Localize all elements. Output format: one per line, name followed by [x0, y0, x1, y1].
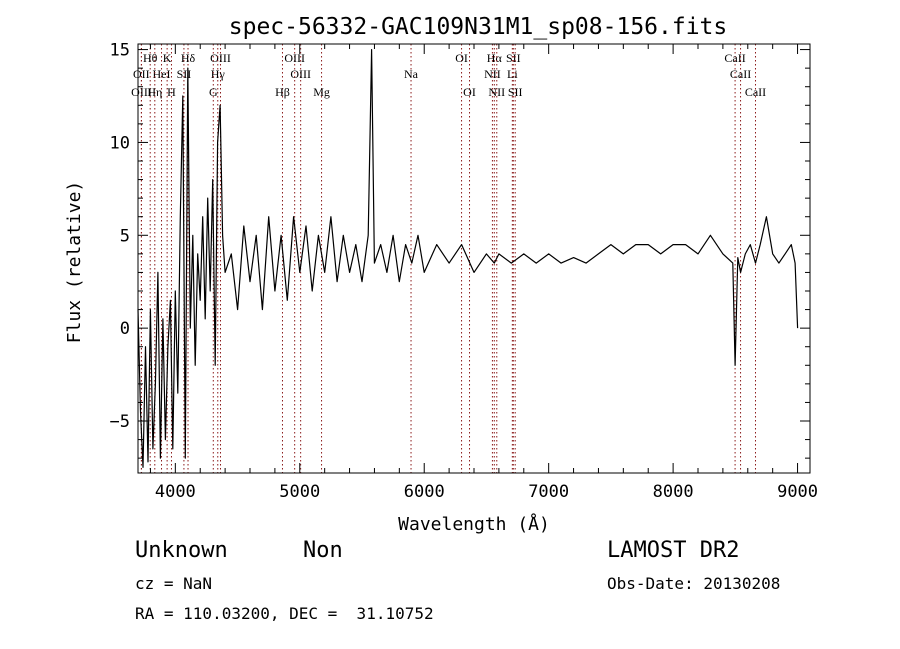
plot-frame [137, 43, 811, 474]
x-axis: 4000 5000 6000 7000 8000 9000 [149, 44, 818, 502]
x-tick-label: 4000 [155, 482, 196, 502]
redshift-text: cz = NaN [135, 574, 213, 593]
line-marker-label: K [163, 51, 172, 65]
spectral-subclass: Non [303, 538, 343, 563]
spectrum-line [137, 48, 799, 468]
line-marker-label: Mg [313, 85, 330, 99]
line-marker-label: OI [455, 51, 468, 65]
line-marker-label: HeI [153, 67, 171, 81]
line-marker-label: Hα [487, 51, 503, 65]
line-marker-label: Na [404, 67, 419, 81]
x-tick-label: 8000 [653, 482, 694, 502]
line-marker-label: OIII [210, 51, 231, 65]
line-marker-label: Hγ [211, 67, 226, 81]
survey-name: LAMOST DR2 [607, 538, 740, 563]
line-marker-label: G [209, 85, 218, 99]
coordinates-text: RA = 110.03200, DEC = 31.10752 [135, 604, 434, 623]
line-marker-label: SII [508, 85, 523, 99]
line-marker-label: OI [463, 85, 476, 99]
line-marker-label: CaII [730, 67, 751, 81]
line-marker-label: Li [507, 67, 518, 81]
line-marker-label: OIII [290, 67, 311, 81]
line-marker-label: OII [133, 67, 150, 81]
x-axis-label: Wavelength (Å) [398, 513, 550, 535]
line-marker-label: SII [177, 67, 192, 81]
line-marker-label: SII [506, 51, 521, 65]
x-tick-label: 6000 [404, 482, 445, 502]
line-marker-label: NII [484, 67, 501, 81]
chart-title: spec-56332-GAC109N31M1_sp08-156.fits [229, 14, 728, 40]
x-tick-label: 5000 [279, 482, 320, 502]
spectrum-series [137, 48, 799, 468]
x-tick-label: 7000 [528, 482, 569, 502]
y-axis-label: Flux (relative) [64, 181, 85, 344]
line-marker-label: H [167, 85, 176, 99]
observation-date: Obs-Date: 20130208 [607, 574, 781, 593]
line-marker-label: NII [488, 85, 505, 99]
line-marker-label: Hδ [181, 51, 196, 65]
y-tick-label: 15 [110, 41, 130, 61]
x-tick-label: 9000 [777, 482, 818, 502]
y-tick-label: 10 [110, 133, 130, 153]
line-marker-label: Hθ [143, 51, 158, 65]
line-marker-label: OIII [131, 85, 152, 99]
y-axis: −5 0 5 10 15 [110, 41, 810, 459]
line-marker-label: CaII [745, 85, 766, 99]
y-tick-label: 0 [120, 319, 130, 339]
line-marker-label: Hη [147, 85, 162, 99]
line-marker-label: OIII [284, 51, 305, 65]
line-marker-label: CaII [724, 51, 745, 65]
line-marker-label: Hβ [275, 85, 290, 99]
y-tick-label: −5 [110, 412, 130, 432]
spectral-class: Unknown [135, 538, 228, 563]
y-tick-label: 5 [120, 226, 130, 246]
